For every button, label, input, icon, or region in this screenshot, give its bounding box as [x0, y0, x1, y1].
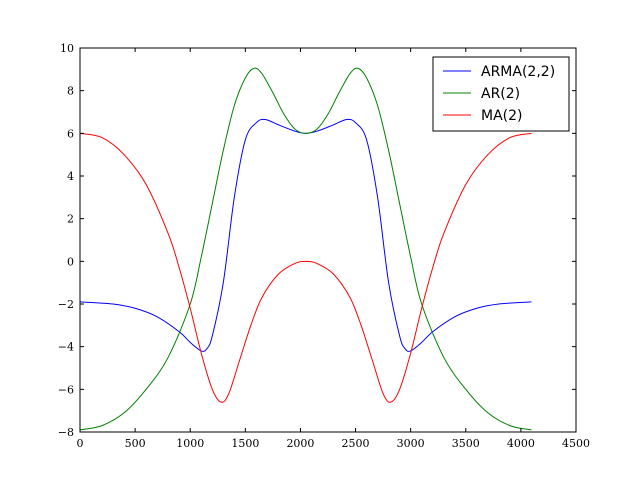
x-tick-label: 2500	[342, 437, 370, 450]
y-tick-label: 8	[67, 85, 74, 98]
legend-label-1: AR(2)	[481, 86, 520, 102]
legend-label-0: ARMA(2,2)	[481, 64, 555, 80]
x-tick-label: 4000	[507, 437, 535, 450]
y-tick-label: 2	[67, 213, 74, 226]
y-tick-label: −4	[58, 341, 74, 354]
x-tick-label: 500	[125, 437, 146, 450]
y-tick-label: 10	[60, 42, 74, 55]
plot-frame	[79, 47, 577, 433]
series-layer	[79, 67, 532, 431]
x-tick-label: 4500	[562, 437, 590, 450]
y-tick-label: 0	[67, 255, 74, 268]
legend-label-2: MA(2)	[481, 108, 523, 124]
series-line-2	[79, 132, 532, 403]
x-tick-label: 1000	[176, 437, 204, 450]
y-tick-label: 4	[67, 170, 74, 183]
legend-box	[432, 56, 570, 132]
ticks-layer: 0 500 1000 1500 2000 2500 3000 3500 4000 4500 −8 −6…	[58, 42, 590, 450]
x-tick-label: 2000	[286, 437, 314, 450]
y-tick-label: 6	[67, 127, 74, 140]
y-tick-label: −8	[58, 426, 74, 439]
legend: ARMA(2,2) AR(2) MA(2)	[432, 56, 570, 132]
y-tick-label: −6	[58, 383, 74, 396]
x-tick-label: 3000	[397, 437, 425, 450]
x-tick-label: 0	[77, 437, 84, 450]
series-line-1	[79, 67, 532, 431]
x-tick-label: 1500	[231, 437, 259, 450]
y-tick-label: −2	[58, 298, 74, 311]
x-tick-label: 3500	[452, 437, 480, 450]
